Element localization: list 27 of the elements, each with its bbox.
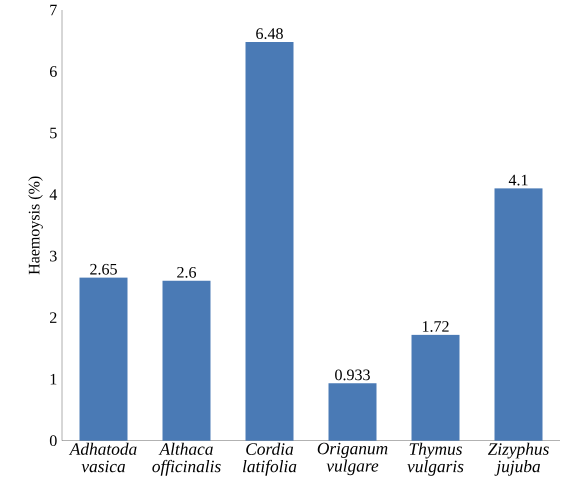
y-tick-label: 3 — [50, 250, 57, 262]
data-label: 1.72 — [422, 321, 449, 332]
x-tick-label: Origanum vulgare — [318, 442, 388, 476]
y-tick-label: 7 — [50, 4, 57, 16]
x-tick-label: Zizyphus jujuba — [488, 442, 549, 476]
y-tick-label: 2 — [50, 312, 56, 323]
bar — [162, 280, 210, 441]
y-tick-label: 4 — [50, 189, 58, 200]
bar — [328, 383, 377, 441]
x-tick-label: Adhatoda vasica — [68, 442, 137, 472]
data-label: 4.1 — [508, 174, 528, 186]
x-tick-label: Althaca officinalis — [152, 442, 221, 476]
bar — [412, 334, 460, 441]
y-tick-label: 5 — [50, 128, 57, 138]
y-tick-label: 1 — [50, 374, 56, 384]
bar — [80, 278, 128, 441]
data-label: 2.6 — [177, 266, 196, 278]
data-label: 0.933 — [335, 369, 370, 380]
y-tick-label: 6 — [50, 66, 57, 77]
y-tick-label: 0 — [50, 435, 57, 446]
x-tick-label: Cordia latifolia — [242, 442, 296, 476]
bar — [246, 42, 294, 441]
data-label: 2.65 — [90, 264, 117, 275]
data-label: 6.48 — [256, 28, 283, 40]
y-axis-title: Haemoysis (%) — [28, 176, 43, 274]
bar — [494, 188, 543, 441]
x-tick-label: Thymus vulgaris — [407, 442, 464, 476]
